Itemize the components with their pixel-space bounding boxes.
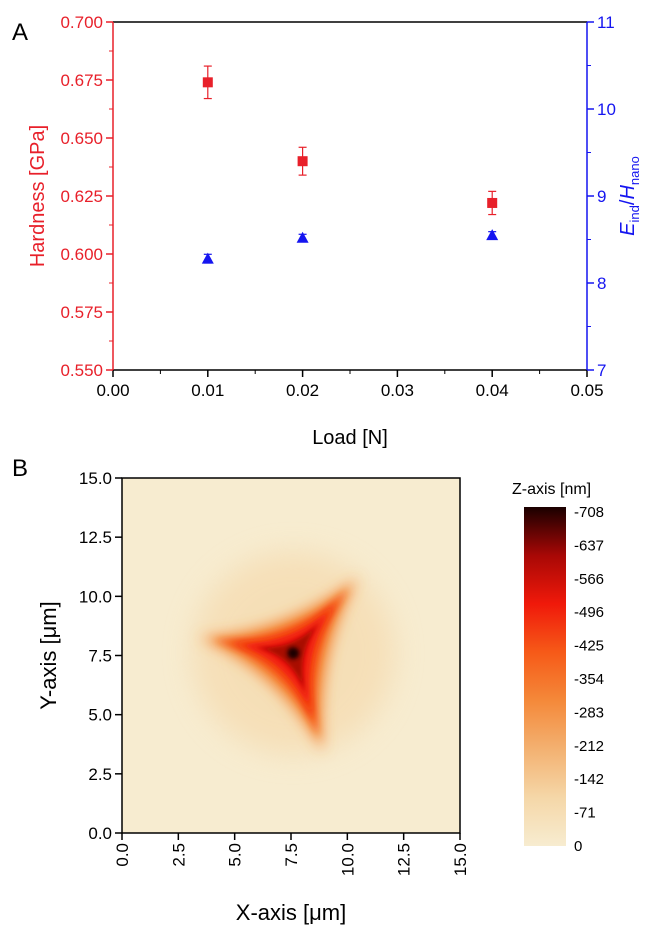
x-axis-label: X-axis [μm] (236, 900, 346, 925)
y-tick-label: 0.700 (60, 13, 103, 32)
y-tick-label: 0.625 (60, 187, 103, 206)
x-tick-label: 0.05 (570, 381, 603, 400)
x-tick-label: 15.0 (451, 843, 470, 876)
x-tick-label: 2.5 (169, 843, 188, 867)
heatmap (122, 478, 460, 833)
panel-letter: A (12, 19, 28, 46)
y-tick-label: 10.0 (79, 587, 112, 606)
indent-core (287, 647, 300, 660)
colorbar (524, 507, 566, 846)
y-axis-label: Y-axis [μm] (36, 601, 61, 709)
colorbar-tick-label: -425 (574, 638, 604, 655)
y2-tick-label: 8 (597, 274, 606, 293)
colorbar-tick-label: -283 (574, 704, 604, 721)
marker (202, 77, 213, 88)
indent-region (254, 622, 320, 694)
label-part: nano (627, 156, 642, 185)
colorbar-tick-label: -708 (574, 504, 604, 521)
label-part: E (617, 222, 639, 236)
label-part: ind (627, 205, 642, 222)
x-axis-label: Load [N] (312, 427, 388, 449)
panel-letter: B (12, 455, 28, 482)
y2-tick-label: 7 (597, 361, 606, 380)
marker (296, 231, 309, 243)
y-tick-label: 0.575 (60, 303, 103, 322)
y-tick-label: 15.0 (79, 469, 112, 488)
y2-tick-label: 11 (597, 13, 615, 32)
y-tick-label: 5.0 (88, 706, 112, 725)
y-tick-label: 0.650 (60, 129, 103, 148)
colorbar-tick-label: -142 (574, 771, 604, 788)
x-tick-label: 0.03 (381, 381, 414, 400)
x-tick-label: 10.0 (338, 843, 357, 876)
x-tick-label: 0.0 (113, 843, 132, 867)
y2-tick-label: 9 (597, 187, 606, 206)
y-tick-label: 0.0 (88, 824, 112, 843)
label-part: / (617, 199, 639, 205)
colorbar-tick-label: -637 (574, 537, 604, 554)
y2-axis-label: Eind/Hnano (617, 156, 642, 236)
x-tick-label: 5.0 (226, 843, 245, 867)
colorbar-label: Z-axis [nm] (512, 481, 591, 498)
marker (201, 252, 214, 264)
colorbar-tick-label: -212 (574, 738, 604, 755)
colorbar-tick-label: -71 (574, 805, 596, 822)
x-tick-label: 12.5 (395, 843, 414, 876)
x-tick-label: 0.00 (96, 381, 129, 400)
marker (486, 229, 499, 241)
y-tick-label: 12.5 (79, 528, 112, 547)
colorbar-tick-label: -496 (574, 604, 604, 621)
colorbar-tick-label: -354 (574, 671, 604, 688)
x-tick-label: 0.02 (286, 381, 319, 400)
y-tick-label: 0.600 (60, 245, 103, 264)
x-tick-label: 0.04 (476, 381, 509, 400)
marker (297, 156, 308, 167)
y-tick-label: 0.550 (60, 361, 103, 380)
y-axis-label: Hardness [GPa] (27, 125, 49, 267)
y-tick-label: 2.5 (88, 765, 112, 784)
colorbar-tick-label: 0 (574, 838, 582, 855)
y2-tick-label: 10 (597, 100, 616, 119)
x-tick-label: 0.01 (191, 381, 224, 400)
x-tick-label: 7.5 (282, 843, 301, 867)
marker (487, 197, 498, 208)
y-tick-label: 7.5 (88, 647, 112, 666)
label-part: H (617, 185, 639, 200)
colorbar-tick-label: -566 (574, 571, 604, 588)
y-tick-label: 0.675 (60, 71, 103, 90)
